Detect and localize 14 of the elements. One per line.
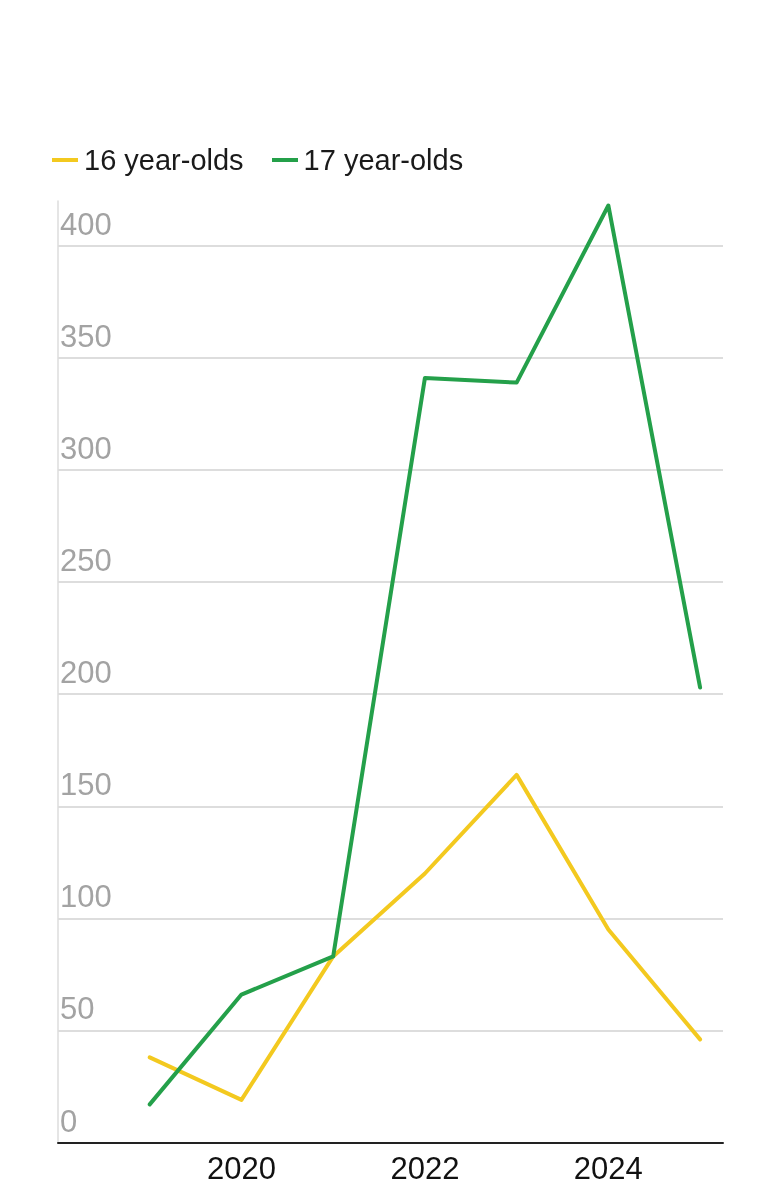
y-tick-label: 300 (60, 431, 112, 466)
y-tick-label: 350 (60, 318, 112, 354)
x-tick-label: 2022 (390, 1150, 460, 1186)
y-tick-label: 400 (60, 206, 112, 242)
y-tick-label: 50 (60, 991, 95, 1027)
legend-label: 16 year-olds (84, 143, 244, 177)
y-tick-label: 250 (60, 543, 112, 579)
x-tick-label: 2020 (206, 1150, 276, 1186)
y-tick-label: 200 (60, 655, 112, 691)
y-tick-label: 100 (60, 879, 112, 915)
x-tick-label: 2024 (573, 1150, 643, 1186)
legend-label: 17 year-olds (303, 143, 464, 177)
y-tick-label: 0 (60, 1103, 78, 1139)
y-tick-label: 150 (60, 767, 112, 803)
